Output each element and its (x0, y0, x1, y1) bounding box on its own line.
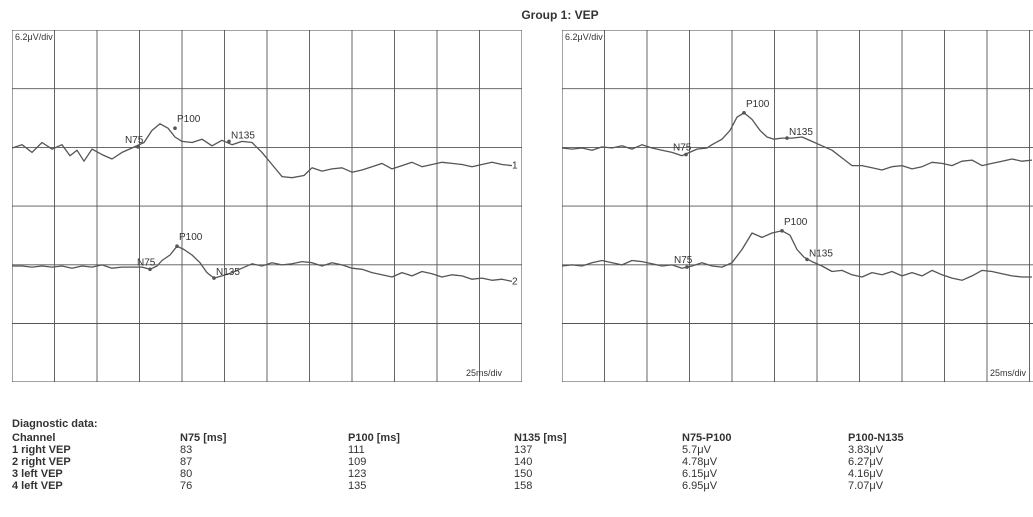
vep-trace-1 (562, 112, 1033, 171)
table-cell: 87 (180, 456, 193, 468)
channel-cell: 2 right VEP (12, 456, 71, 468)
table-cell: 109 (348, 456, 367, 468)
table-cell: 135 (348, 480, 367, 492)
column-header: Channel (12, 432, 56, 444)
table-cell: 7.07μV (848, 480, 884, 492)
peak-marker (780, 229, 784, 233)
peak-marker (785, 136, 789, 140)
vep-trace-2 (12, 245, 513, 283)
channel-cell: 1 right VEP (12, 444, 71, 456)
table-cell: 5.7μV (682, 444, 711, 456)
peak-marker (227, 139, 231, 144)
vep-plot-left: 6.2μV/div 25ms/div N75 P100 N135 1 N75 P100 N1… (12, 30, 522, 382)
trace-number-label: 2 (512, 276, 518, 287)
peak-marker (742, 111, 746, 115)
table-row: 4 left VEP 76 135 158 6.95μV 7.07μV (12, 480, 998, 492)
table-cell: 6.95μV (682, 480, 718, 492)
table-cell: 140 (514, 456, 533, 468)
table-cell: 4.16μV (848, 468, 884, 480)
peak-marker (684, 152, 688, 157)
amplitude-scale-label: 6.2μV/div (15, 32, 53, 42)
chart-title: Group 1: VEP (521, 8, 599, 22)
diagnostic-table: Channel N75 [ms] P100 [ms] N135 [ms] N75… (12, 432, 998, 492)
table-cell: 6.15μV (682, 468, 718, 480)
time-scale-label: 25ms/div (466, 368, 503, 378)
peak-marker (685, 265, 689, 269)
column-header: N135 [ms] (514, 432, 567, 444)
peak-label: N75 (125, 135, 144, 146)
table-cell: 111 (348, 444, 365, 456)
peak-label: P100 (784, 217, 808, 228)
peak-label: N75 (674, 255, 693, 266)
diagnostic-heading: Diagnostic data: (12, 418, 98, 430)
table-row: 3 left VEP 80 123 150 6.15μV 4.16μV (12, 468, 998, 480)
table-row: 1 right VEP 83 111 137 5.7μV 3.83μV (12, 444, 998, 456)
column-header: N75-P100 (682, 432, 732, 444)
peak-label: N135 (231, 130, 255, 141)
peak-label: P100 (177, 114, 201, 125)
peak-label: N75 (673, 143, 692, 154)
peak-marker (212, 276, 216, 280)
peak-label: N135 (789, 127, 813, 138)
peak-marker (173, 126, 177, 130)
peak-marker (175, 244, 179, 248)
vep-trace-1 (12, 123, 513, 179)
diagnostic-data-section: Diagnostic data: (12, 418, 98, 430)
time-scale-label: 25ms/div (990, 368, 1027, 378)
table-cell: 137 (514, 444, 533, 456)
table-cell: 4.78μV (682, 456, 718, 468)
vep-plot-right: 6.2μV/div 25ms/div N75 P100 N135 N75 P100 N13… (562, 30, 1033, 382)
column-header: P100-N135 (848, 432, 904, 444)
peak-label: N75 (137, 257, 156, 268)
trace-number-label: 1 (512, 161, 518, 172)
table-cell: 76 (180, 480, 193, 492)
peak-label: N135 (216, 267, 240, 278)
vep-trace-2 (562, 230, 1032, 281)
table-cell: 80 (180, 468, 193, 480)
column-header: N75 [ms] (180, 432, 227, 444)
peak-label: P100 (746, 99, 770, 110)
table-header-row: Channel N75 [ms] P100 [ms] N135 [ms] N75… (12, 432, 998, 444)
channel-cell: 3 left VEP (12, 468, 63, 480)
peak-label: N135 (809, 248, 833, 259)
table-cell: 123 (348, 468, 367, 480)
table-cell: 6.27μV (848, 456, 884, 468)
peak-marker (148, 267, 152, 272)
peak-label: P100 (179, 232, 203, 243)
table-row: 2 right VEP 87 109 140 4.78μV 6.27μV (12, 456, 998, 468)
table-cell: 158 (514, 480, 533, 492)
table-cell: 150 (514, 468, 533, 480)
amplitude-scale-label: 6.2μV/div (565, 32, 603, 42)
table-cell: 83 (180, 444, 193, 456)
table-cell: 3.83μV (848, 444, 884, 456)
channel-cell: 4 left VEP (12, 480, 63, 492)
peak-marker (805, 257, 809, 262)
peak-marker (136, 145, 140, 149)
column-header: P100 [ms] (348, 432, 400, 444)
